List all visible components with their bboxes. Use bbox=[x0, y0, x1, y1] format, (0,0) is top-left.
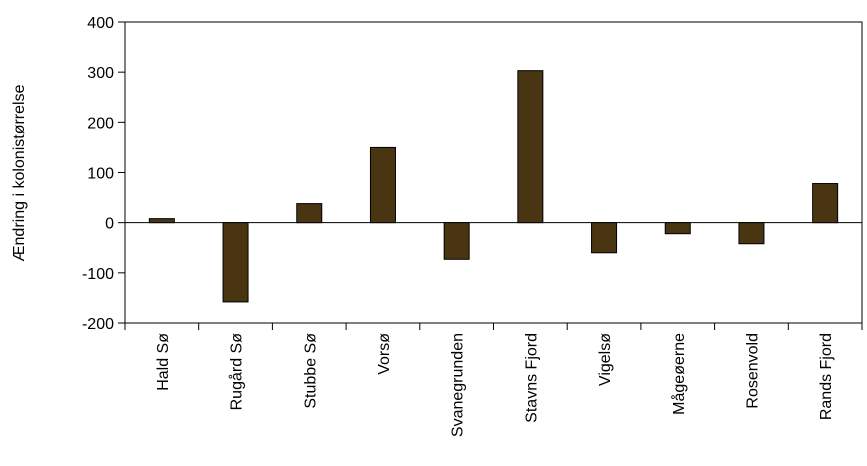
x-tick-label: Vorsø bbox=[376, 333, 393, 375]
y-axis-ticks: 400 300 200 100 0 -100 -200 bbox=[82, 15, 125, 333]
x-tick-label: Rugård Sø bbox=[228, 333, 246, 411]
x-tick-label: Rands Fjord bbox=[818, 333, 835, 420]
y-tick-label: 0 bbox=[105, 216, 114, 233]
x-tick-label: Vigelsø bbox=[597, 333, 614, 386]
x-tick-label: Svanegrunden bbox=[450, 333, 467, 437]
x-axis-ticks: Hald Sø Rugård Sø Stubbe Sø Vorsø Svanegrund… bbox=[124, 323, 863, 437]
x-tick-label: Hald Sø bbox=[155, 333, 172, 391]
y-tick-label: -100 bbox=[82, 266, 114, 283]
bar bbox=[517, 70, 544, 224]
bar bbox=[369, 146, 396, 224]
bar bbox=[812, 183, 839, 224]
bar bbox=[443, 222, 470, 260]
y-tick-label: 300 bbox=[87, 65, 114, 82]
y-tick-label: 100 bbox=[87, 166, 114, 183]
x-tick-label: Stavns Fjord bbox=[523, 333, 540, 423]
y-tick-label: -200 bbox=[82, 316, 114, 333]
x-tick-label: Mågeøerne bbox=[670, 333, 688, 415]
bar bbox=[738, 222, 765, 245]
bar bbox=[591, 222, 618, 254]
bar bbox=[296, 203, 323, 224]
y-axis-label: Ændring i kolonistørrelse bbox=[11, 84, 28, 261]
x-tick-label: Rosenvold bbox=[744, 333, 761, 409]
bar bbox=[664, 222, 691, 235]
y-tick-label: 400 bbox=[87, 15, 114, 32]
x-tick-label: Stubbe Sø bbox=[302, 333, 319, 409]
bar bbox=[222, 222, 249, 303]
bars bbox=[148, 70, 839, 303]
y-tick-label: 200 bbox=[87, 115, 114, 132]
bar bbox=[148, 218, 175, 224]
